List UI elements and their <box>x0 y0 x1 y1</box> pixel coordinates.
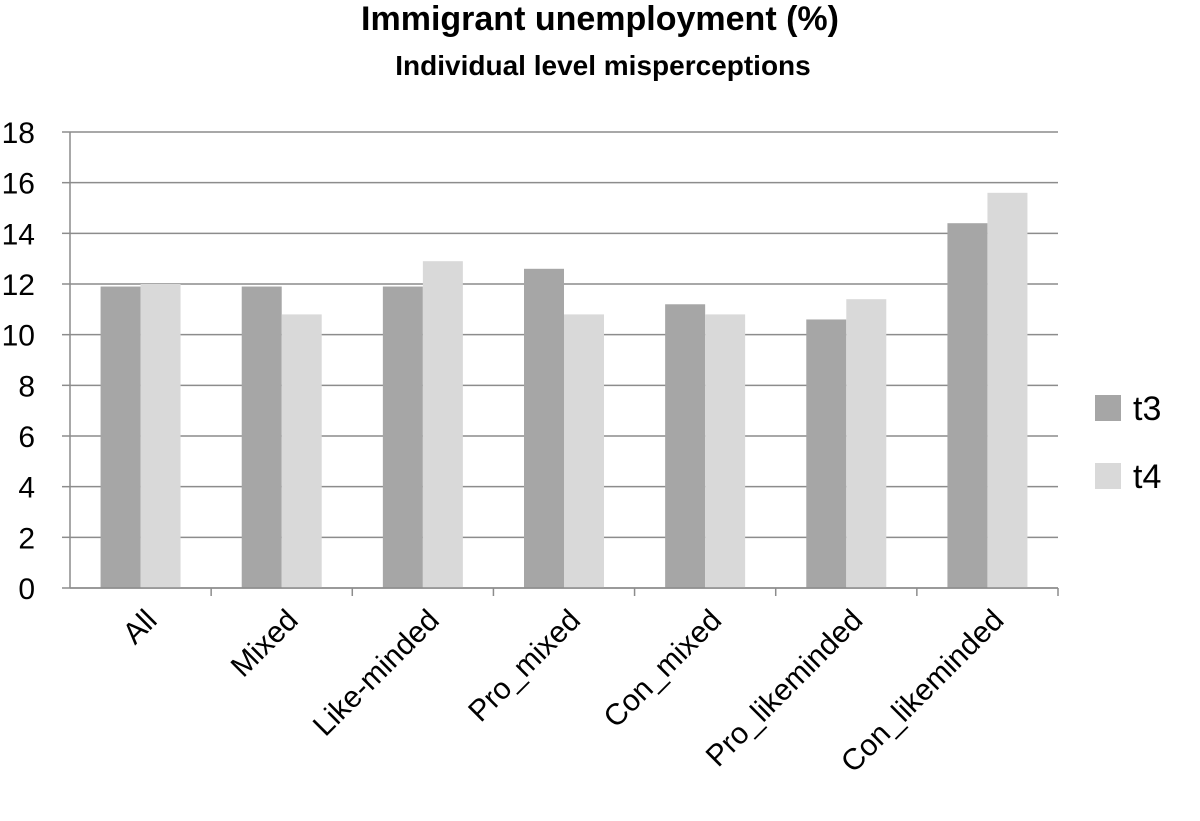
bar-t3-con_mixed <box>665 304 706 588</box>
bar-t4-con_likeminded <box>987 192 1028 589</box>
y-tick-label: 14 <box>2 218 35 251</box>
y-tick-label: 8 <box>18 370 35 403</box>
bar-t4-con_mixed <box>705 314 746 588</box>
y-tick-label: 16 <box>2 168 35 201</box>
x-category-label: Mixed <box>225 604 305 684</box>
bar-t4-pro_mixed <box>564 314 604 588</box>
bar-t4-all <box>140 284 181 588</box>
bar-t4-like-minded <box>422 261 463 588</box>
legend-label-t3: t3 <box>1133 390 1161 428</box>
y-tick-label: 6 <box>18 421 35 454</box>
bar-t3-mixed <box>241 286 282 588</box>
chart-title: Immigrant unemployment (%) <box>361 0 839 38</box>
legend-label-t4: t4 <box>1133 458 1161 496</box>
legend-swatch-t3 <box>1095 395 1121 421</box>
x-axis <box>69 132 1059 596</box>
bars <box>100 192 1028 589</box>
x-category-label: Pro_mixed <box>462 604 587 729</box>
y-tick-label: 2 <box>18 522 35 555</box>
legend-swatch-t4 <box>1095 463 1121 489</box>
y-tick-label: 0 <box>18 573 35 606</box>
bar-t4-mixed <box>281 314 322 588</box>
bar-t3-con_likeminded <box>947 223 988 588</box>
y-tick-label: 4 <box>18 472 35 505</box>
y-axis-ticks: 0 2 4 6 8 10 12 14 16 18 <box>2 117 70 606</box>
x-axis-labels: All Mixed Like-minded Pro_mixed Con_mixedPro… <box>117 604 1011 779</box>
y-tick-label: 12 <box>2 269 35 302</box>
x-category-label: Con_mixed <box>597 604 728 735</box>
x-category-label: Like-minded <box>307 604 446 743</box>
chart-subtitle: Individual level misperceptions <box>395 50 810 81</box>
legend: t3 t4 <box>1095 390 1161 496</box>
bar-t3-pro_mixed <box>524 268 564 588</box>
x-category-label: All <box>117 604 164 651</box>
y-tick-label: 10 <box>2 320 35 353</box>
bar-t4-pro_likeminded <box>846 299 887 588</box>
bar-t3-all <box>100 286 141 588</box>
y-tick-label: 18 <box>2 117 35 150</box>
bar-t3-like-minded <box>382 286 423 588</box>
bar-t3-pro_likeminded <box>806 319 847 588</box>
